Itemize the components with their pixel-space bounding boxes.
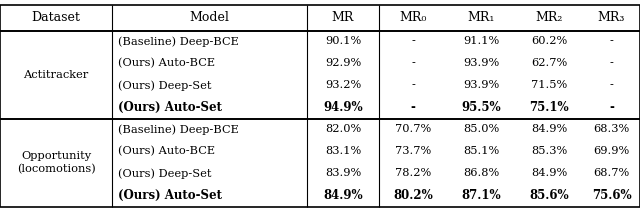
Text: 75.6%: 75.6% xyxy=(592,189,631,202)
Text: 62.7%: 62.7% xyxy=(531,58,567,69)
Text: 93.9%: 93.9% xyxy=(463,58,499,69)
Text: 84.9%: 84.9% xyxy=(531,124,567,134)
Text: 86.8%: 86.8% xyxy=(463,169,499,179)
Text: 70.7%: 70.7% xyxy=(395,124,431,134)
Text: Model: Model xyxy=(189,11,229,24)
Text: 92.9%: 92.9% xyxy=(325,58,361,69)
Text: 91.1%: 91.1% xyxy=(463,37,499,46)
Text: (Ours) Auto-Set: (Ours) Auto-Set xyxy=(118,101,222,114)
Text: 87.1%: 87.1% xyxy=(461,189,501,202)
Text: 68.7%: 68.7% xyxy=(593,169,630,179)
Text: 69.9%: 69.9% xyxy=(593,146,630,157)
Text: MR₂: MR₂ xyxy=(535,11,563,24)
Text: 83.9%: 83.9% xyxy=(325,169,361,179)
Text: 80.2%: 80.2% xyxy=(393,189,433,202)
Text: 83.1%: 83.1% xyxy=(325,146,361,157)
Text: Dataset: Dataset xyxy=(31,11,81,24)
Text: -: - xyxy=(411,101,415,114)
Text: 84.9%: 84.9% xyxy=(531,169,567,179)
Text: (Ours) Deep-Set: (Ours) Deep-Set xyxy=(118,168,211,179)
Text: 68.3%: 68.3% xyxy=(593,124,630,134)
Text: 95.5%: 95.5% xyxy=(461,101,501,114)
Text: MR₀: MR₀ xyxy=(399,11,427,24)
Text: 75.1%: 75.1% xyxy=(529,101,569,114)
Text: -: - xyxy=(411,37,415,46)
Text: (Baseline) Deep-BCE: (Baseline) Deep-BCE xyxy=(118,36,239,47)
Text: 71.5%: 71.5% xyxy=(531,81,567,91)
Text: MR₃: MR₃ xyxy=(598,11,625,24)
Text: -: - xyxy=(609,58,613,69)
Text: (Ours) Deep-Set: (Ours) Deep-Set xyxy=(118,80,211,91)
Text: 84.9%: 84.9% xyxy=(323,189,363,202)
Text: Actitracker: Actitracker xyxy=(24,69,88,80)
Text: Opportunity
(locomotions): Opportunity (locomotions) xyxy=(17,151,95,174)
Text: 93.2%: 93.2% xyxy=(325,81,361,91)
Text: 73.7%: 73.7% xyxy=(395,146,431,157)
Text: 85.3%: 85.3% xyxy=(531,146,567,157)
Text: -: - xyxy=(609,37,613,46)
Text: MR₁: MR₁ xyxy=(467,11,495,24)
Text: -: - xyxy=(411,58,415,69)
Text: 82.0%: 82.0% xyxy=(325,124,361,134)
Text: 94.9%: 94.9% xyxy=(323,101,363,114)
Text: -: - xyxy=(609,81,613,91)
Text: (Ours) Auto-BCE: (Ours) Auto-BCE xyxy=(118,58,215,69)
Text: 60.2%: 60.2% xyxy=(531,37,567,46)
Text: 90.1%: 90.1% xyxy=(325,37,361,46)
Text: 85.1%: 85.1% xyxy=(463,146,499,157)
Text: (Ours) Auto-BCE: (Ours) Auto-BCE xyxy=(118,146,215,157)
Text: -: - xyxy=(411,81,415,91)
Text: 93.9%: 93.9% xyxy=(463,81,499,91)
Text: -: - xyxy=(609,101,614,114)
Text: 85.6%: 85.6% xyxy=(529,189,569,202)
Text: 78.2%: 78.2% xyxy=(395,169,431,179)
Text: (Baseline) Deep-BCE: (Baseline) Deep-BCE xyxy=(118,124,239,135)
Text: (Ours) Auto-Set: (Ours) Auto-Set xyxy=(118,189,222,202)
Text: 85.0%: 85.0% xyxy=(463,124,499,134)
Text: MR: MR xyxy=(332,11,354,24)
